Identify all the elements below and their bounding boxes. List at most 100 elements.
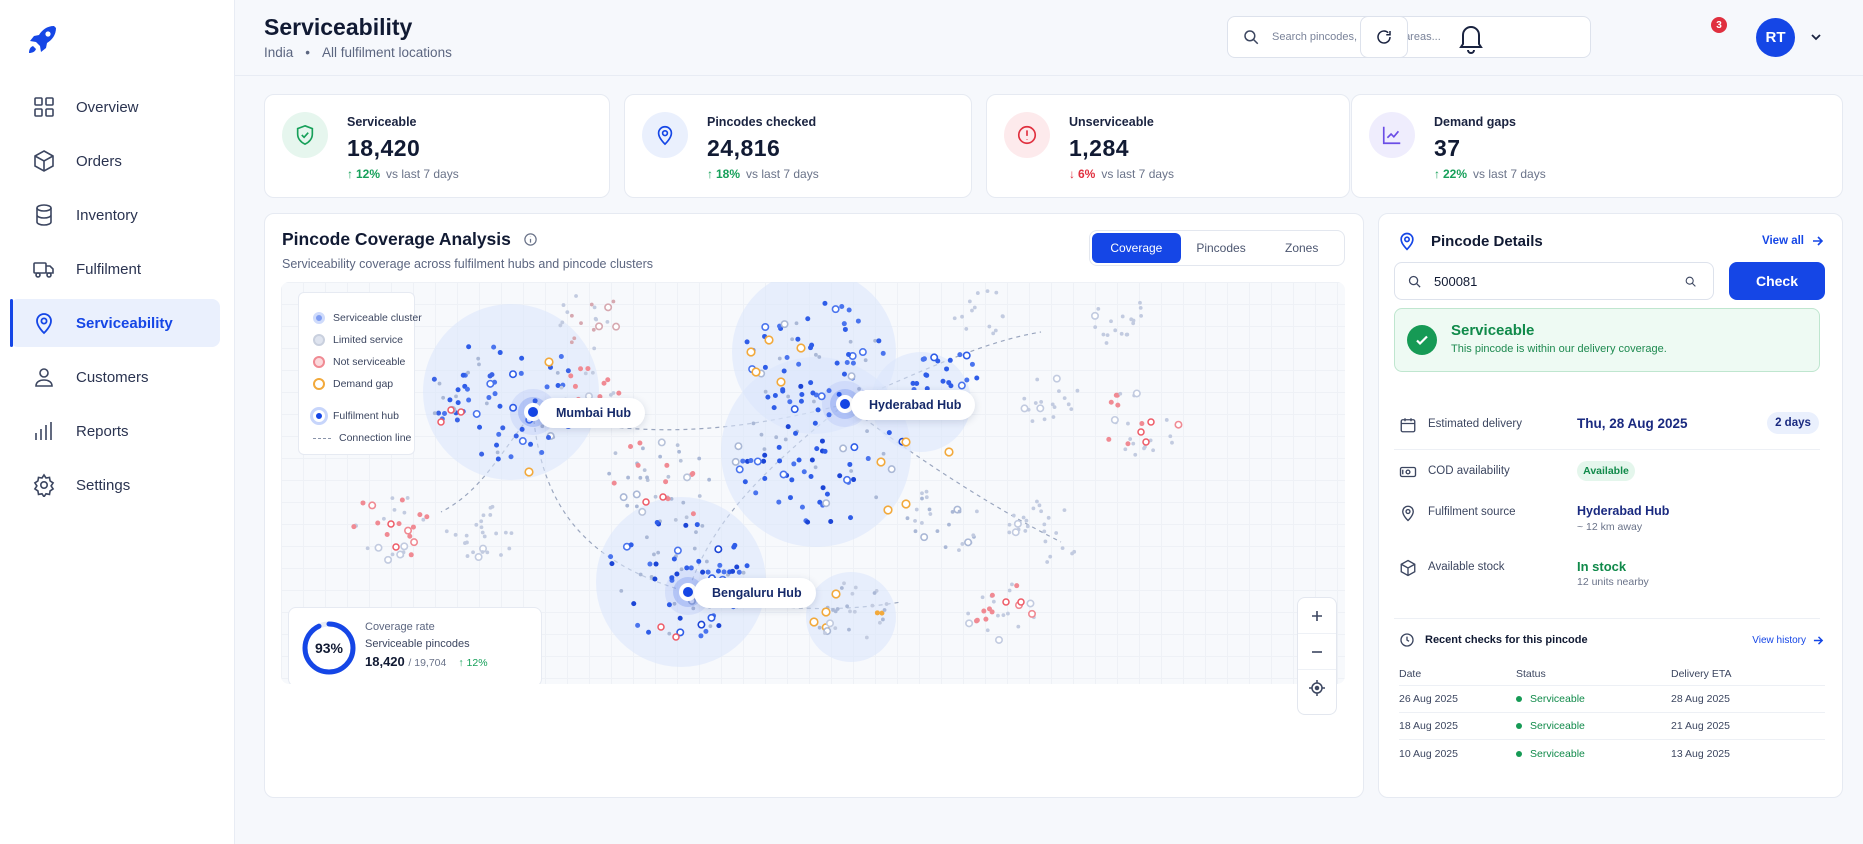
sidebar-item-settings[interactable]: Settings xyxy=(10,461,220,509)
view-all-link[interactable]: View all xyxy=(1762,235,1824,247)
breadcrumb-scope[interactable]: All fulfilment locations xyxy=(322,45,452,60)
kpi-unserviceable[interactable]: Unserviceable 1,284 ↓ 6% vs last 7 days xyxy=(986,94,1350,198)
kpi-demand-gaps[interactable]: Demand gaps 37 ↑ 22% vs last 7 days xyxy=(1351,94,1843,198)
check-button[interactable]: Check xyxy=(1729,262,1825,300)
pincode-dot xyxy=(454,417,460,423)
coverage-map[interactable]: Serviceable cluster Limited service Not … xyxy=(281,282,1345,684)
pincode-dot xyxy=(1028,609,1037,618)
table-row[interactable]: 26 Aug 2025 Serviceable 28 Aug 2025 xyxy=(1399,686,1825,713)
pincode-dot xyxy=(759,432,764,437)
pincode-dot xyxy=(408,552,414,558)
detail-value: In stock xyxy=(1577,559,1627,574)
refresh-button[interactable] xyxy=(1360,16,1408,58)
search-icon[interactable] xyxy=(1684,275,1697,288)
tab-zones[interactable]: Zones xyxy=(1284,241,1319,255)
pincode-dot xyxy=(410,524,416,530)
zoom-out-button[interactable] xyxy=(1298,634,1336,670)
rocket-logo-icon[interactable] xyxy=(24,22,60,58)
pincode-dot xyxy=(351,524,357,530)
pincode-dot xyxy=(466,344,472,350)
pincode-dot xyxy=(508,370,517,379)
demand-gap-marker xyxy=(821,607,831,617)
table-row[interactable]: 18 Aug 2025 Serviceable 21 Aug 2025 xyxy=(1399,713,1825,740)
pincode-dot xyxy=(943,545,948,550)
hub-label-mumbai[interactable]: Mumbai Hub xyxy=(538,398,645,428)
pincode-dot xyxy=(1123,447,1128,452)
hub-label-bengaluru[interactable]: Bengaluru Hub xyxy=(694,578,816,608)
pincode-dot xyxy=(688,565,694,571)
kpi-serviceable[interactable]: Serviceable 18,420 ↑ 12% vs last 7 days xyxy=(264,94,610,198)
info-icon[interactable] xyxy=(523,232,538,247)
bell-icon[interactable] xyxy=(1456,20,1486,54)
pincode-dot xyxy=(1143,444,1147,449)
locate-button[interactable] xyxy=(1298,670,1336,706)
kpi-suffix: vs last 7 days xyxy=(1473,167,1546,181)
coverage-change-value: 12% xyxy=(466,657,488,669)
sidebar-item-serviceability[interactable]: Serviceability xyxy=(10,299,220,347)
pincode-dot xyxy=(831,305,840,314)
search-input[interactable] xyxy=(1272,31,1572,43)
legend-not-serviceable: Not serviceable xyxy=(313,351,414,373)
table-row[interactable]: 10 Aug 2025 Serviceable 13 Aug 2025 xyxy=(1399,740,1825,767)
pincode-dot xyxy=(993,328,998,333)
pincode-dot xyxy=(645,475,649,480)
sidebar-item-reports[interactable]: Reports xyxy=(10,407,220,455)
pincode-dot xyxy=(772,393,778,399)
pincode-dot xyxy=(405,496,410,500)
pincode-search[interactable] xyxy=(1394,262,1714,300)
sidebar-item-label: Fulfilment xyxy=(76,260,142,278)
pincode-dot xyxy=(1039,400,1044,404)
pincode-dot xyxy=(477,362,481,367)
tab-coverage[interactable]: Coverage xyxy=(1092,233,1181,263)
pincode-dot xyxy=(960,542,965,546)
pincode-dot xyxy=(809,342,815,348)
detail-sub: ~ 12 km away xyxy=(1577,521,1643,533)
tab-pincodes[interactable]: Pincodes xyxy=(1196,241,1246,255)
pincode-dot xyxy=(927,507,932,512)
chevron-down-icon[interactable] xyxy=(1809,30,1823,44)
zoom-in-button[interactable] xyxy=(1298,598,1336,634)
legend-label: Not serviceable xyxy=(333,356,406,368)
pincode-dot xyxy=(815,407,821,413)
detail-value[interactable]: Hyderabad Hub xyxy=(1577,504,1670,518)
pincode-dot xyxy=(881,451,886,456)
recent-checks-title: Recent checks for this pincode xyxy=(1399,632,1588,648)
sidebar-item-fulfilment[interactable]: Fulfilment xyxy=(10,245,220,293)
pincode-input[interactable] xyxy=(1434,273,1684,289)
pincode-dot xyxy=(734,442,743,451)
pincode-dot xyxy=(1109,319,1113,324)
breadcrumb-country[interactable]: India xyxy=(264,45,294,60)
pincode-dot xyxy=(684,515,689,520)
pincode-dot xyxy=(507,546,512,551)
kpi-icon-bg xyxy=(642,112,688,158)
pincode-dot xyxy=(761,458,767,464)
not-serviceable-marker xyxy=(447,406,455,414)
pincode-dot xyxy=(605,377,611,383)
sidebar-item-customers[interactable]: Customers xyxy=(10,353,220,401)
pincode-dot xyxy=(744,339,750,345)
hub-label-hyderabad[interactable]: Hyderabad Hub xyxy=(851,390,976,420)
avatar[interactable]: RT xyxy=(1756,18,1795,57)
pincode-dot xyxy=(375,520,381,526)
plus-icon xyxy=(1312,610,1322,621)
status-text: Serviceable xyxy=(1530,720,1585,732)
sidebar-item-orders[interactable]: Orders xyxy=(10,137,220,185)
kpi-pincodes-checked[interactable]: Pincodes checked 24,816 ↑ 18% vs last 7 da… xyxy=(624,94,972,198)
pincode-dot xyxy=(1062,396,1067,401)
sidebar-item-label: Inventory xyxy=(76,206,138,224)
pincode-dot xyxy=(568,373,574,379)
pincode-dot xyxy=(410,538,419,547)
cell-date: 10 Aug 2025 xyxy=(1399,747,1458,760)
pincode-dot xyxy=(690,471,696,477)
pincode-dot xyxy=(847,461,853,467)
sidebar-item-inventory[interactable]: Inventory xyxy=(10,191,220,239)
pincode-dot xyxy=(987,324,992,329)
pincode-dot xyxy=(1011,513,1016,518)
pincode-dot xyxy=(390,496,395,500)
pincode-dot xyxy=(858,348,867,357)
sidebar-item-overview[interactable]: Overview xyxy=(10,83,220,131)
pincode-dot xyxy=(1010,582,1014,587)
global-search[interactable] xyxy=(1227,16,1591,58)
view-history-link[interactable]: View history xyxy=(1752,635,1824,646)
kpi-change: 18% xyxy=(716,167,741,181)
